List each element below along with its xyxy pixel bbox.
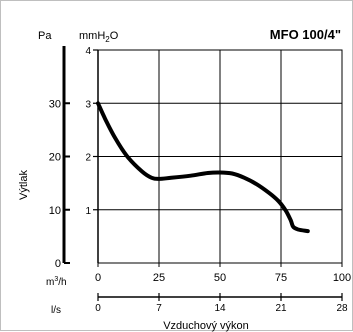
pa-tick-label: 0 (55, 258, 61, 270)
mmh2o-tick-label: 4 (85, 46, 91, 57)
fan-curve-line (96, 101, 310, 234)
y-unit-mmh2o-suffix: O (110, 30, 119, 42)
mmh2o-tick-label: 3 (85, 99, 91, 110)
m3h-tick-label: 25 (153, 272, 165, 284)
x-unit-m3h-prefix: m (46, 277, 54, 288)
m3h-tick-label: 75 (275, 272, 287, 284)
ls-tick-label: 7 (156, 303, 162, 314)
pa-tick-label: 20 (49, 152, 61, 164)
ls-tick-label: 14 (214, 303, 226, 314)
mmh2o-tick-label: 1 (85, 206, 91, 217)
tick-labels: 1 2 3 4 0 10 20 30 0 25 50 75 100 0 7 14 21 28 (49, 46, 351, 314)
x-unit-ls-label: l/s (51, 305, 61, 316)
chart-title: MFO 100/4" (270, 27, 341, 42)
y-unit-mmh2o-prefix: mmH (79, 30, 105, 42)
ls-tick-label: 21 (275, 303, 287, 314)
ls-tick-label: 0 (95, 303, 101, 314)
y-unit-pa-label: Pa (38, 30, 52, 42)
labels: MFO 100/4" Pa mmH2O Výtlak m3/h l/s Vzdu… (18, 27, 341, 332)
pa-tick-label: 10 (49, 205, 61, 217)
x-unit-m3h-label: m3/h (46, 276, 67, 288)
x-unit-m3h-suffix: /h (58, 277, 66, 288)
x-axis-label: Vzduchový výkon (163, 320, 249, 332)
series (96, 101, 310, 234)
ls-tick-label: 28 (336, 303, 348, 314)
mmh2o-tick-label: 2 (85, 153, 91, 164)
m3h-tick-label: 50 (214, 272, 226, 284)
x-unit-m3h-sup: 3 (54, 276, 58, 283)
pa-tick-label: 30 (49, 98, 61, 110)
y-unit-mmh2o-label: mmH2O (79, 30, 119, 44)
m3h-tick-label: 100 (333, 272, 351, 284)
y-unit-mmh2o-sub: 2 (105, 35, 110, 44)
m3h-tick-label: 0 (95, 272, 101, 284)
y-axis-label: Výtlak (18, 170, 30, 200)
